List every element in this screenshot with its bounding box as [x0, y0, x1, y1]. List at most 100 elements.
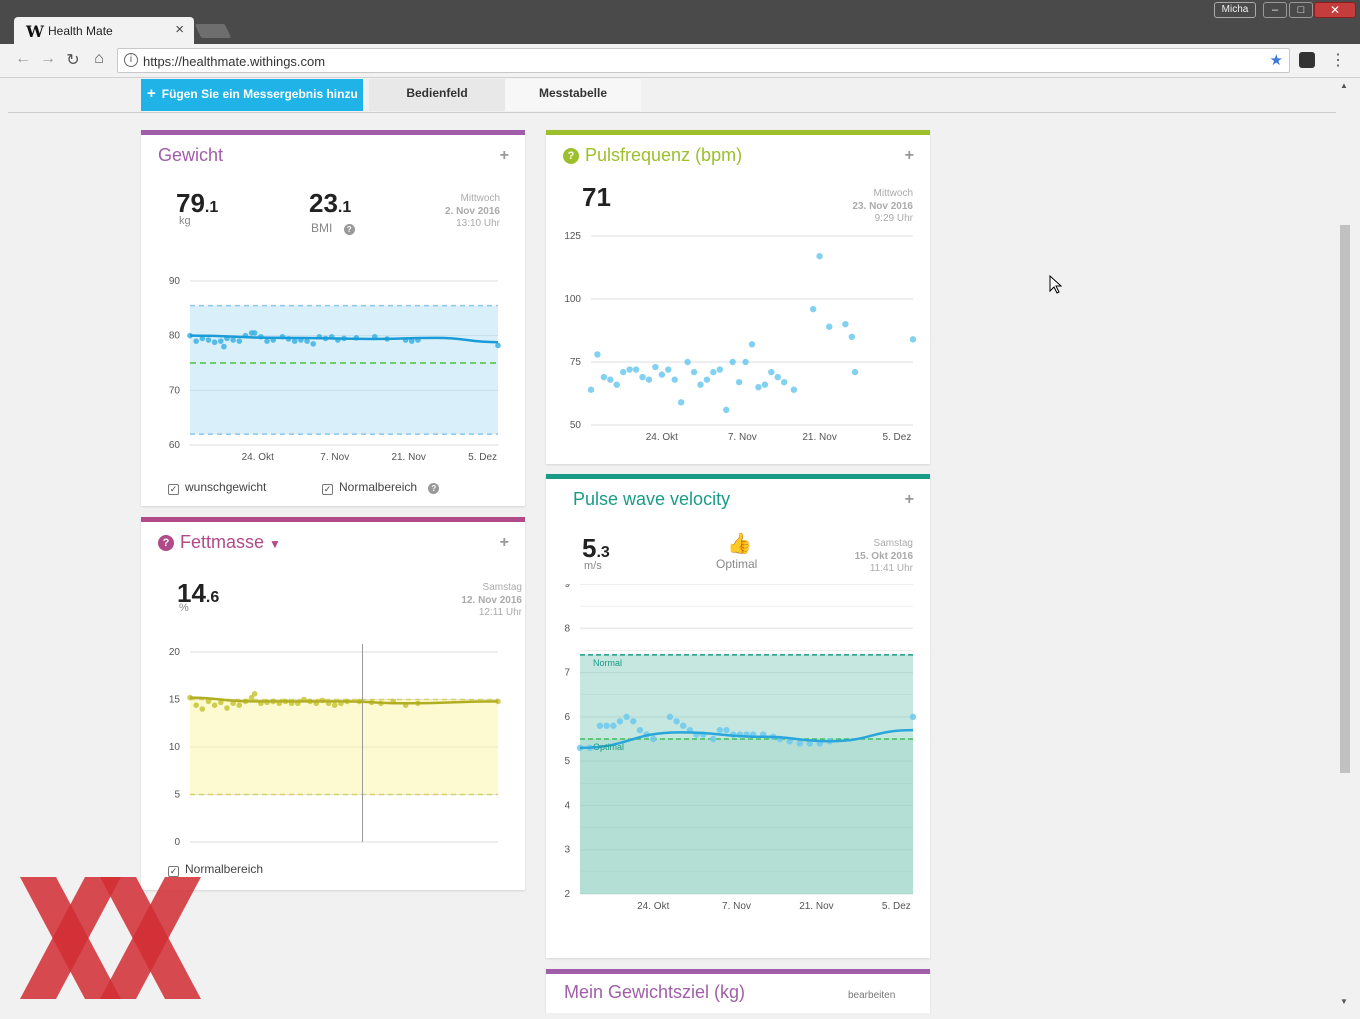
data-point	[193, 338, 199, 344]
data-point	[658, 371, 666, 378]
y-tick-label: 50	[570, 420, 582, 431]
thumbs-up-icon: 👍	[727, 533, 752, 555]
data-point	[909, 336, 917, 343]
window-titlebar: W Health Mate × Micha – □ ✕	[0, 0, 1360, 44]
tab-dashboard[interactable]: Bedienfeld	[369, 79, 505, 111]
x-tick-label: 5. Dez	[882, 901, 911, 912]
data-point	[623, 713, 630, 721]
add-pwv-icon[interactable]: +	[904, 491, 914, 508]
data-point	[236, 702, 243, 708]
goal-edit-link[interactable]: bearbeiten	[848, 990, 896, 1001]
data-point	[632, 366, 640, 373]
menu-icon[interactable]: ⋮	[1330, 52, 1346, 69]
pulse-help-icon: ?	[563, 148, 579, 164]
data-point	[742, 358, 749, 366]
fat-normal-range-checkbox[interactable]: ✓ Normalbereich	[168, 862, 264, 877]
data-point	[211, 702, 218, 708]
data-point	[761, 381, 769, 388]
extension-icon[interactable]	[1299, 52, 1315, 68]
data-point	[848, 333, 856, 340]
y-tick-label: 2	[564, 889, 570, 900]
add-fat-icon[interactable]: +	[499, 534, 509, 551]
data-point	[716, 366, 723, 373]
data-point	[723, 726, 730, 734]
pulse-card: ? Pulsfrequenz (bpm) + 71 Mittwoch 23. Nov…	[546, 130, 930, 464]
data-point	[211, 339, 218, 346]
reload-icon[interactable]: ↻	[66, 52, 80, 69]
fat-date: Samstag 12. Nov 2016 12:11 Uhr	[461, 582, 522, 618]
fat-title[interactable]: ? Fettmasse ▼	[158, 532, 281, 553]
data-point	[603, 722, 610, 729]
data-point	[205, 698, 212, 705]
data-point	[650, 735, 657, 743]
data-point	[816, 252, 823, 260]
y-tick-label: 6	[564, 712, 570, 723]
y-tick-label: 5	[174, 790, 180, 801]
scrollbar-thumb	[1340, 225, 1350, 773]
x-tick-label: 5. Dez	[882, 432, 911, 443]
browser-tab[interactable]: W Health Mate ×	[14, 17, 194, 44]
mouse-cursor-icon	[1049, 275, 1063, 294]
add-weight-icon[interactable]: +	[499, 147, 509, 164]
weight-date: Mittwoch 2. Nov 2016 13:10 Uhr	[444, 193, 500, 229]
close-window-icon[interactable]: ✕	[1314, 2, 1356, 18]
home-icon[interactable]: ⌂	[94, 50, 104, 67]
y-tick-label: 125	[564, 231, 581, 242]
minimize-icon[interactable]: –	[1263, 2, 1287, 18]
x-tick-label: 21. Nov	[799, 901, 833, 912]
data-point	[199, 706, 206, 712]
page-content: + Fügen Sie ein Messergebnis hinzu Bedien…	[8, 79, 1352, 1013]
forward-icon[interactable]: →	[40, 50, 56, 67]
y-tick-label: 90	[169, 276, 181, 287]
y-tick-label: 4	[564, 800, 570, 811]
page-scrollbar[interactable]: ▲ ▼	[1338, 79, 1352, 1013]
data-point	[671, 376, 678, 383]
data-point	[495, 342, 501, 349]
weight-unit: kg	[179, 215, 191, 227]
target-weight-checkbox[interactable]: ✓ wunschgewicht	[168, 480, 267, 495]
y-tick-label: 8	[564, 623, 570, 634]
data-point	[205, 337, 212, 343]
add-measurement-button[interactable]: + Fügen Sie ein Messergebnis hinzu	[141, 79, 363, 111]
pwv-title: Pulse wave velocity	[573, 489, 731, 509]
data-point	[790, 386, 798, 393]
data-point	[851, 368, 859, 376]
pwv-status: Optimal	[716, 557, 758, 571]
bookmark-star-icon[interactable]: ★	[1269, 52, 1283, 69]
fat-help-icon: ?	[158, 535, 174, 551]
y-tick-label: 20	[169, 647, 181, 658]
tab-measurements[interactable]: Messtabelle	[505, 79, 641, 111]
goal-title: Mein Gewichtsziel (kg)	[564, 982, 746, 1002]
maximize-icon[interactable]: □	[1289, 2, 1313, 18]
pwv-value: 5.3	[582, 533, 610, 563]
data-point	[626, 366, 633, 373]
add-measurement-label: Fügen Sie ein Messergebnis hinzu	[161, 87, 358, 101]
tab-title: Health Mate	[48, 24, 113, 38]
data-point	[677, 399, 685, 406]
profile-button[interactable]: Micha	[1214, 2, 1256, 18]
new-tab-button[interactable]	[194, 24, 232, 38]
weight-value: 79.1	[176, 188, 219, 218]
normal-range-checkbox[interactable]: ✓ Normalbereich ?	[322, 480, 440, 495]
address-bar[interactable]: i https://healthmate.withings.com ★	[117, 48, 1290, 73]
data-point	[723, 406, 730, 414]
bmi-value: 23.1	[309, 188, 352, 218]
back-icon[interactable]: ←	[15, 50, 31, 67]
bmi-help-icon: ?	[343, 224, 355, 235]
normal-band-label: Normal	[593, 658, 622, 668]
trend-line	[189, 696, 499, 705]
fat-unit: %	[179, 602, 189, 614]
withings-logo-icon: W	[26, 22, 44, 41]
data-point	[666, 713, 674, 721]
x-tick-label: 21. Nov	[391, 452, 425, 463]
close-tab-icon[interactable]: ×	[175, 21, 184, 38]
data-point	[230, 337, 236, 343]
data-point	[636, 726, 644, 734]
add-pulse-icon[interactable]: +	[904, 147, 914, 164]
y-tick-label: 80	[169, 331, 181, 342]
data-point	[684, 358, 691, 366]
info-icon[interactable]: i	[124, 53, 138, 67]
data-point	[690, 368, 698, 376]
y-tick-label: 15	[169, 695, 181, 706]
